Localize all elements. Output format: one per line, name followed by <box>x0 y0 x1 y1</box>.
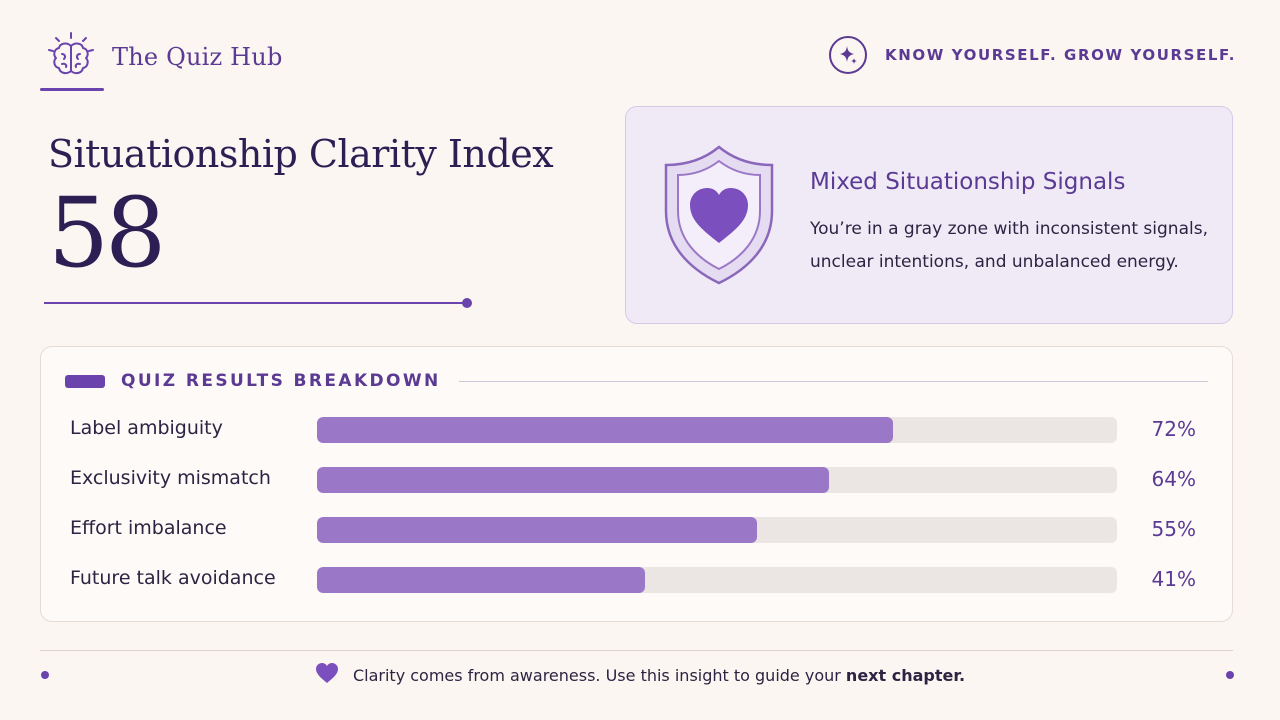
breakdown-row: Future talk avoidance 41% <box>41 565 1232 595</box>
breakdown-row: Effort imbalance 55% <box>41 515 1232 545</box>
heart-icon <box>315 662 339 688</box>
tagline-group: KNOW YOURSELF. GROW YOURSELF. <box>828 36 1236 74</box>
breakdown-value: 64% <box>1151 467 1196 491</box>
brand-underline <box>40 88 104 91</box>
breakdown-value: 41% <box>1151 567 1196 591</box>
breakdown-label: Exclusivity mismatch <box>70 467 271 489</box>
breakdown-bar-fill <box>317 417 893 443</box>
page-title: Situationship Clarity Index <box>48 132 554 176</box>
footer-divider <box>40 650 1233 651</box>
breakdown-value: 55% <box>1151 517 1196 541</box>
breakdown-bar-fill <box>317 517 757 543</box>
breakdown-title: QUIZ RESULTS BREAKDOWN <box>121 371 441 391</box>
footer-text-emphasis: next chapter. <box>845 665 966 685</box>
breakdown-header: QUIZ RESULTS BREAKDOWN <box>65 369 1208 393</box>
breakdown-bar-track <box>317 567 1117 593</box>
footer-message: Clarity comes from awareness. Use this i… <box>0 660 1280 690</box>
result-description: You’re in a gray zone with inconsistent … <box>810 219 1208 272</box>
breakdown-bar-track <box>317 517 1117 543</box>
footer-text: Clarity comes from awareness. Use this i… <box>353 666 965 685</box>
footer-dot-right <box>1226 671 1234 679</box>
score-value: 58 <box>48 177 166 289</box>
score-divider <box>44 302 466 304</box>
footer-text-main: Clarity comes from awareness. Use this i… <box>352 665 846 685</box>
breakdown-bar-fill <box>317 467 829 493</box>
breakdown-label: Label ambiguity <box>70 417 223 439</box>
brain-icon <box>44 30 98 84</box>
tagline: KNOW YOURSELF. GROW YOURSELF. <box>884 46 1236 64</box>
footer-dot-left <box>41 671 49 679</box>
breakdown-row: Exclusivity mismatch 64% <box>41 465 1232 495</box>
breakdown-label: Future talk avoidance <box>70 567 276 589</box>
score-divider-dot <box>462 298 472 308</box>
breakdown-header-rule <box>458 380 1208 382</box>
breakdown-bar-track <box>317 467 1117 493</box>
breakdown-bar-track <box>317 417 1117 443</box>
brand[interactable]: The Quiz Hub <box>44 30 283 84</box>
breakdown-label: Effort imbalance <box>70 517 227 539</box>
breakdown-chip <box>65 374 105 388</box>
brand-name: The Quiz Hub <box>112 43 283 71</box>
results-breakdown-panel: QUIZ RESULTS BREAKDOWN Label ambiguity 7… <box>40 346 1233 622</box>
result-card: Mixed Situationship Signals You’re in a … <box>625 106 1233 324</box>
shield-heart-icon <box>660 141 778 289</box>
result-title: Mixed Situationship Signals <box>810 169 1126 195</box>
breakdown-row: Label ambiguity 72% <box>41 415 1232 445</box>
breakdown-bar-fill <box>317 567 645 593</box>
sparkle-icon <box>828 36 867 74</box>
breakdown-value: 72% <box>1151 417 1196 441</box>
